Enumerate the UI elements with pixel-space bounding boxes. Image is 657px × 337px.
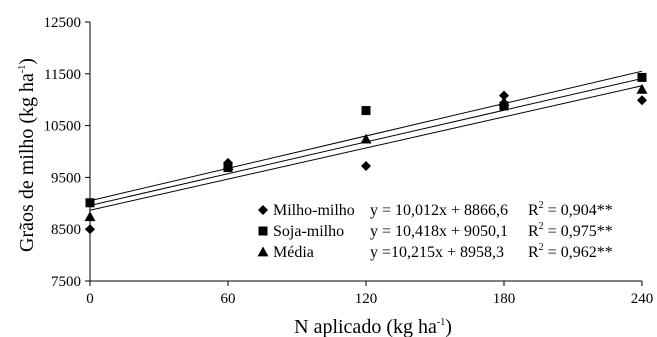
point-square [637, 72, 647, 82]
x-tick-label: 0 [86, 291, 94, 307]
y-ticks: 7500 8500 9500 10500 11500 12500 [44, 15, 90, 290]
legend-label: Milho-milho [273, 202, 355, 219]
legend-marker-diamond [258, 205, 268, 215]
point-diamond [637, 95, 647, 106]
legend-equation: y = 10,418x + 9050,1 [370, 223, 508, 240]
y-tick-label: 12500 [44, 15, 82, 31]
point-diamond [499, 90, 509, 101]
point-triangle [360, 133, 372, 144]
legend-r2: R2 = 0,975** [528, 221, 613, 240]
point-triangle [498, 96, 510, 107]
point-diamond [85, 224, 95, 235]
legend-r2: R2 = 0,904** [528, 200, 613, 219]
trend-line-diamond [89, 85, 643, 211]
legend-label: Média [273, 244, 314, 261]
legend-marker-triangle [257, 246, 269, 257]
y-tick-label: 11500 [44, 67, 81, 83]
data-points [84, 72, 648, 235]
point-diamond [361, 161, 371, 172]
axes [89, 22, 642, 282]
y-tick-label: 9500 [51, 170, 81, 186]
legend-marker-square [258, 226, 268, 236]
legend-equation: y = 10,012x + 8866,6 [370, 202, 508, 219]
x-tick-label: 120 [355, 291, 378, 307]
legend: Milho-milho y = 10,012x + 8866,6 R2 = 0,90… [257, 200, 613, 261]
point-square [361, 106, 371, 116]
point-square [85, 198, 95, 208]
point-triangle [636, 83, 648, 94]
x-tick-label: 60 [221, 291, 236, 307]
y-tick-label: 10500 [44, 119, 82, 135]
x-ticks: 0 60 120 180 240 [86, 281, 653, 307]
legend-r2: R2 = 0,962** [528, 242, 613, 261]
point-triangle [84, 211, 96, 222]
point-triangle [222, 159, 234, 170]
y-tick-label: 7500 [51, 274, 81, 290]
x-tick-label: 240 [631, 291, 654, 307]
legend-label: Soja-milho [273, 223, 344, 240]
y-axis-title: Grãos de milho (kg ha-1) [16, 58, 38, 252]
x-axis-title: N aplicado (kg ha-1) [294, 316, 452, 337]
y-tick-label: 8500 [51, 222, 81, 238]
x-tick-label: 180 [493, 291, 516, 307]
legend-equation: y =10,215x + 8958,3 [370, 244, 504, 261]
